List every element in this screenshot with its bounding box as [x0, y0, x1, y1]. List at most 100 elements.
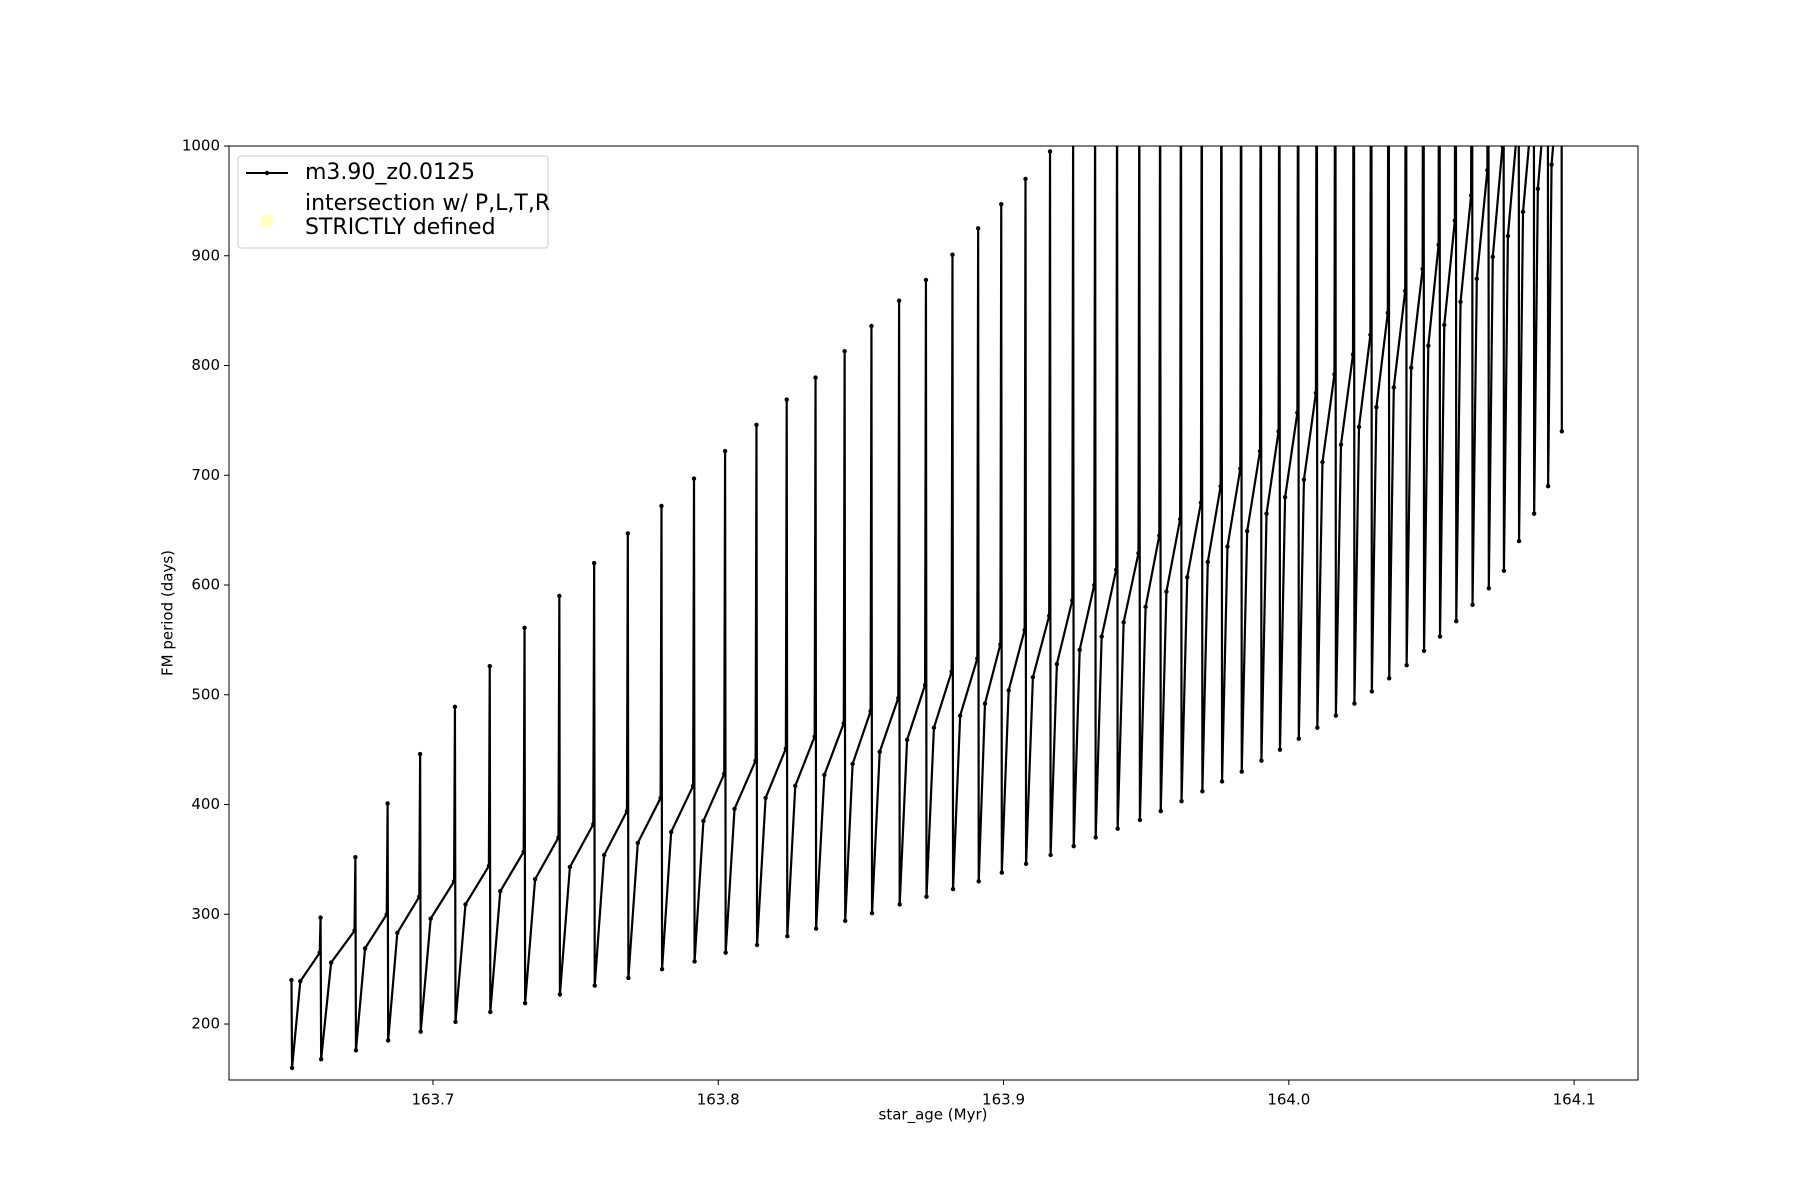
data-point — [591, 560, 597, 566]
data-point — [1470, 602, 1475, 607]
data-point — [418, 1029, 423, 1034]
data-point — [812, 734, 817, 739]
data-point — [1490, 254, 1495, 260]
data-point — [385, 801, 390, 806]
data-point — [659, 966, 665, 972]
data-point — [488, 1009, 493, 1015]
data-point — [1276, 429, 1281, 434]
data-point — [1179, 12, 1183, 16]
data-point — [949, 669, 954, 674]
legend-marker — [264, 170, 270, 176]
legend: m3.90_z0.0125 intersection w/ P,L,T,R STRI… — [237, 155, 550, 249]
data-point — [1198, 500, 1204, 505]
data-point — [1535, 186, 1541, 192]
data-point — [1486, 586, 1491, 591]
data-point — [813, 926, 819, 931]
data-point — [813, 375, 818, 380]
data-point — [289, 1065, 295, 1071]
data-point — [522, 625, 527, 631]
data-point — [353, 855, 358, 860]
y-tick-label: 400 — [191, 795, 220, 813]
y-tick-label: 200 — [191, 1015, 220, 1033]
data-point — [1115, 826, 1120, 831]
data-point — [1531, 100, 1535, 104]
data-point — [1048, 852, 1053, 858]
data-point — [1295, 410, 1300, 415]
data-point — [785, 934, 790, 939]
data-point — [1023, 176, 1028, 182]
data-point — [486, 863, 492, 869]
data-point — [567, 864, 573, 870]
data-point — [1296, 736, 1302, 741]
data-point — [998, 642, 1003, 647]
data-point — [763, 795, 768, 801]
data-point — [1500, 146, 1505, 149]
data-point — [317, 950, 322, 955]
data-point — [1164, 589, 1169, 594]
data-point — [896, 695, 901, 701]
data-point — [487, 664, 492, 669]
data-point — [1333, 713, 1339, 718]
data-point — [1442, 322, 1447, 328]
y-tick-label: 300 — [191, 905, 220, 923]
data-point — [1071, 844, 1076, 849]
data-point — [626, 975, 631, 981]
data-point — [841, 721, 846, 726]
legend-marker — [260, 214, 274, 228]
data-point — [318, 1056, 324, 1062]
data-point — [1368, 332, 1373, 337]
data-point — [1485, 167, 1490, 173]
plot-area — [289, 12, 1565, 1071]
data-point — [722, 771, 727, 776]
data-point — [522, 1000, 528, 1006]
data-point — [532, 876, 538, 882]
y-tick-label: 600 — [191, 576, 220, 594]
data-point — [692, 959, 697, 964]
data-point — [1264, 511, 1269, 516]
data-point — [521, 849, 526, 854]
data-point — [1315, 725, 1320, 730]
data-point — [975, 226, 981, 231]
data-point — [1158, 808, 1163, 814]
data-point — [1420, 266, 1425, 272]
data-point — [1452, 218, 1458, 223]
x-tick-label: 163.7 — [411, 1091, 454, 1109]
data-point — [1545, 78, 1549, 82]
data-point — [843, 918, 848, 924]
data-point — [592, 983, 597, 988]
data-point — [1505, 233, 1511, 239]
data-point — [417, 894, 422, 899]
data-point — [453, 1019, 458, 1025]
data-point — [289, 977, 294, 983]
data-point — [1143, 604, 1148, 610]
data-point — [1391, 385, 1396, 390]
data-point — [1516, 538, 1522, 544]
data-point — [318, 915, 323, 920]
data-point — [869, 910, 875, 916]
data-point — [384, 912, 389, 917]
data-point — [1332, 372, 1337, 377]
data-point — [753, 758, 758, 763]
data-point — [556, 835, 561, 840]
data-point — [1114, 567, 1119, 572]
data-point — [1352, 701, 1357, 706]
data-point — [1385, 310, 1391, 316]
data-point — [877, 749, 882, 755]
data-point — [1023, 861, 1029, 866]
data-point — [1093, 100, 1097, 104]
y-tick-label: 800 — [191, 356, 220, 374]
data-point — [1282, 495, 1288, 500]
data-point — [1374, 405, 1379, 410]
data-point — [1219, 779, 1225, 784]
data-point — [385, 1038, 391, 1043]
data-point — [1474, 276, 1480, 282]
data-point — [1054, 661, 1060, 667]
data-point — [1071, 122, 1075, 126]
data-point — [1409, 365, 1414, 370]
plot-frame — [228, 145, 1639, 1081]
data-point — [950, 886, 956, 892]
data-point — [1070, 598, 1075, 603]
data-point — [1244, 529, 1250, 534]
data-point — [1520, 209, 1526, 215]
